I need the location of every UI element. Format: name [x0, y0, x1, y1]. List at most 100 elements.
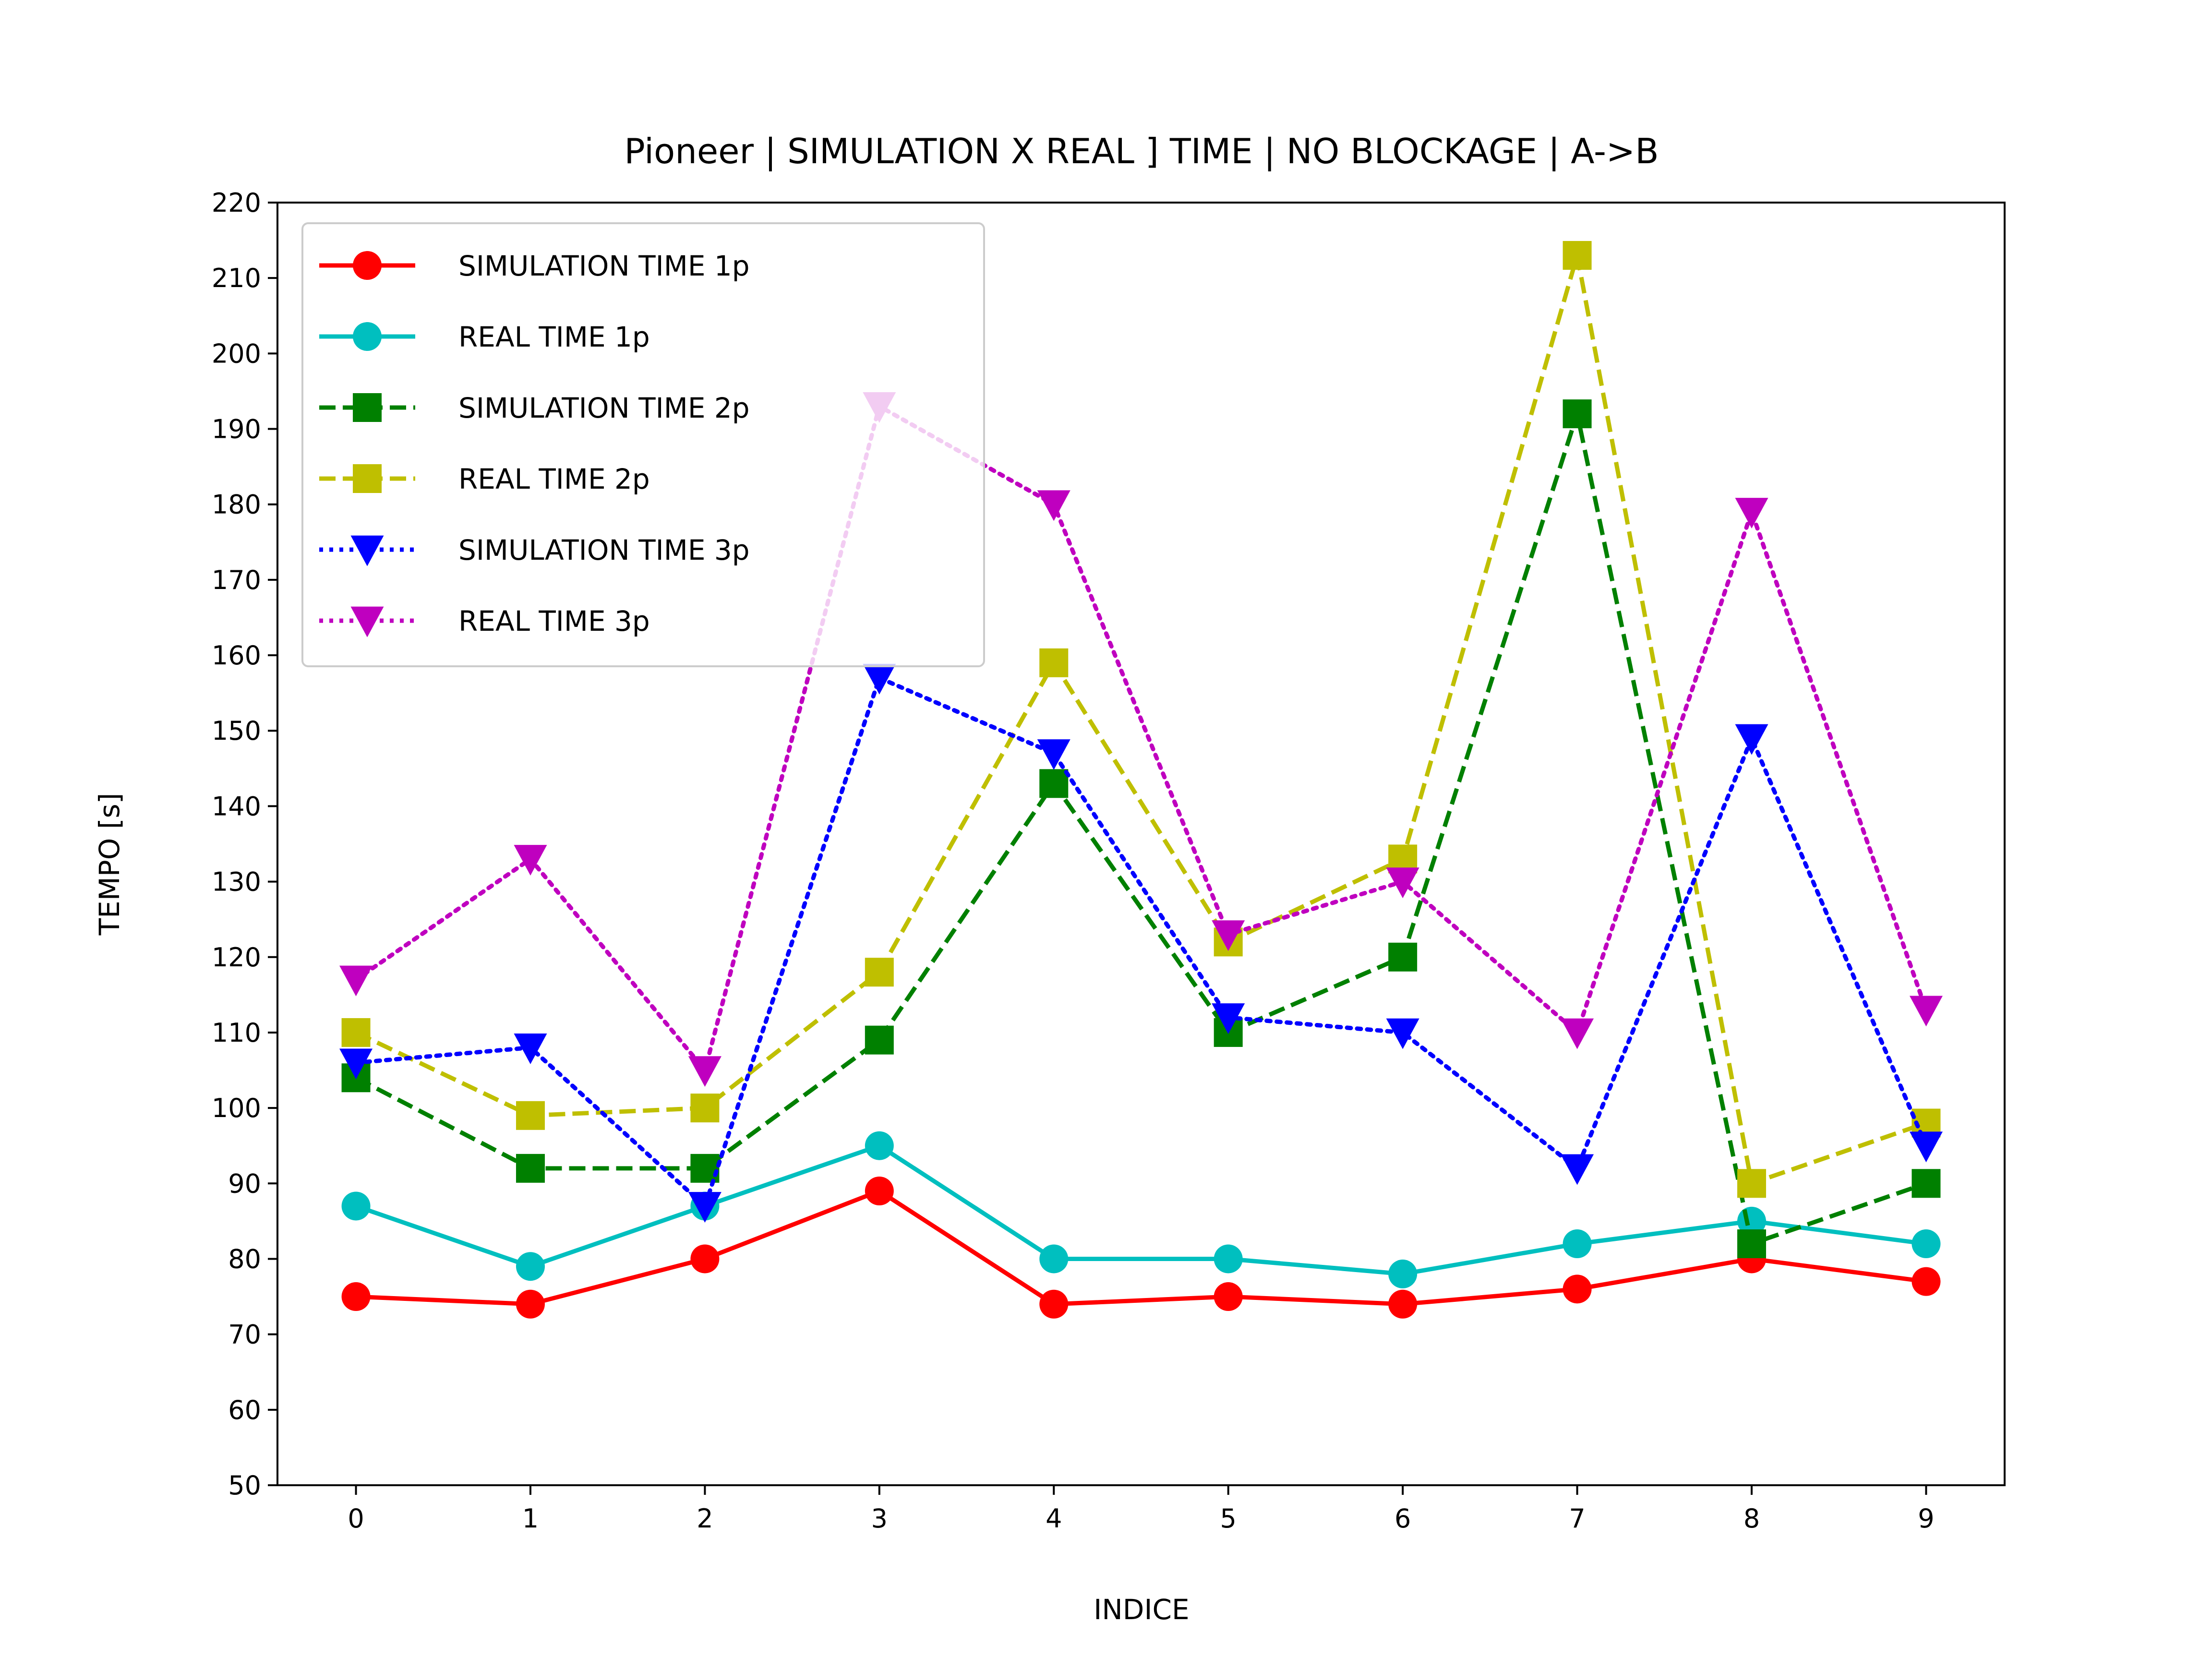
data-point [516, 1289, 545, 1319]
x-tick-label: 9 [1918, 1503, 1934, 1534]
series-line [355, 411, 1927, 1246]
y-tick-label: 190 [212, 414, 261, 445]
data-point [1037, 739, 1070, 770]
data-point [1911, 1229, 1941, 1259]
series-line [355, 253, 1927, 1186]
y-tick-label: 210 [212, 263, 261, 293]
series-line [354, 675, 1928, 1208]
data-point [1214, 1282, 1243, 1311]
y-tick-label: 60 [228, 1395, 261, 1425]
data-point [1911, 1169, 1941, 1198]
plot-area [339, 241, 1943, 1319]
data-point [1039, 1289, 1069, 1319]
legend-marker [353, 393, 382, 422]
data-point [1563, 1229, 1592, 1259]
series-5 [339, 663, 1943, 1223]
legend-entry: SIMULATION TIME 1p [319, 250, 750, 282]
data-point [1214, 1244, 1243, 1274]
data-point [1909, 996, 1943, 1027]
data-point [1561, 1154, 1594, 1185]
data-point [1212, 1003, 1245, 1034]
legend-label: REAL TIME 3p [458, 605, 650, 637]
data-point [1909, 1131, 1943, 1163]
data-point [1039, 1244, 1069, 1274]
x-tick-label: 3 [871, 1503, 888, 1534]
legend-label: SIMULATION TIME 3p [458, 534, 750, 566]
y-tick-label: 120 [212, 942, 261, 973]
data-point [865, 1025, 894, 1055]
data-point [690, 1094, 720, 1123]
data-point [690, 1244, 720, 1274]
data-point [1037, 490, 1070, 521]
data-point [688, 1056, 721, 1087]
data-point [1561, 1018, 1594, 1049]
series-2 [341, 1131, 1941, 1288]
legend-label: SIMULATION TIME 2p [458, 392, 750, 424]
data-point [1212, 920, 1245, 951]
legend-box [301, 222, 985, 667]
y-tick-label: 150 [212, 716, 261, 746]
data-point [690, 1154, 720, 1183]
data-point [1386, 1018, 1419, 1049]
x-tick-label: 2 [697, 1503, 713, 1534]
y-tick-label: 200 [212, 338, 261, 369]
data-point [516, 1154, 545, 1183]
y-tick-label: 170 [212, 565, 261, 595]
series-line [355, 1143, 1927, 1276]
y-tick-label: 80 [228, 1244, 261, 1274]
y-tick-label: 90 [228, 1168, 261, 1199]
legend-marker [353, 322, 382, 351]
y-axis-label: TEMPO [s] [93, 793, 126, 936]
data-point [865, 958, 894, 987]
data-point [1735, 724, 1768, 755]
series-1 [341, 1177, 1941, 1319]
series-line [356, 1189, 1927, 1307]
legend-entry: REAL TIME 1p [319, 321, 650, 353]
data-point [339, 965, 373, 997]
data-point [516, 1252, 545, 1281]
x-axis-label: INDICE [1094, 1593, 1189, 1626]
legend-marker [350, 535, 384, 566]
data-point [865, 1177, 894, 1206]
data-point [1735, 498, 1768, 529]
series-6 [339, 392, 1943, 1087]
data-point [1563, 241, 1592, 270]
data-point [1737, 1169, 1767, 1198]
legend-entry: REAL TIME 2p [319, 463, 650, 495]
legend-entry: SIMULATION TIME 2p [319, 392, 750, 424]
x-tick-label: 0 [348, 1503, 364, 1534]
data-point [341, 1191, 371, 1221]
legend-entry: REAL TIME 3p [319, 605, 650, 637]
y-tick-label: 50 [228, 1470, 261, 1501]
legend-marker [353, 251, 382, 280]
x-tick-label: 5 [1220, 1503, 1237, 1534]
data-point [514, 845, 547, 876]
data-point [514, 1034, 547, 1064]
data-point [341, 1282, 371, 1311]
data-point [516, 1101, 545, 1130]
legend-marker [350, 606, 384, 637]
data-point [341, 1018, 371, 1047]
legend: SIMULATION TIME 1p REAL TIME 1p SIMULATION… [301, 222, 985, 667]
y-tick-label: 130 [212, 867, 261, 897]
data-point [1386, 867, 1419, 899]
data-point [1911, 1267, 1941, 1296]
y-tick-label: 180 [212, 490, 261, 520]
series-line [354, 404, 1928, 1073]
data-point [1737, 1229, 1767, 1259]
y-tick-label: 140 [212, 791, 261, 821]
x-tick-label: 7 [1569, 1503, 1585, 1534]
x-tick-label: 6 [1395, 1503, 1411, 1534]
data-point [1563, 1274, 1592, 1304]
legend-entry: SIMULATION TIME 3p [319, 534, 750, 566]
axes-frame [276, 202, 2006, 1486]
data-point [339, 1048, 373, 1080]
data-point [1388, 942, 1418, 972]
data-point [688, 1192, 721, 1223]
x-tick-label: 1 [522, 1503, 539, 1534]
x-tick-label: 8 [1743, 1503, 1760, 1534]
x-tick-label: 4 [1046, 1503, 1062, 1534]
legend-label: SIMULATION TIME 1p [458, 250, 750, 282]
y-tick-label: 70 [228, 1320, 261, 1350]
